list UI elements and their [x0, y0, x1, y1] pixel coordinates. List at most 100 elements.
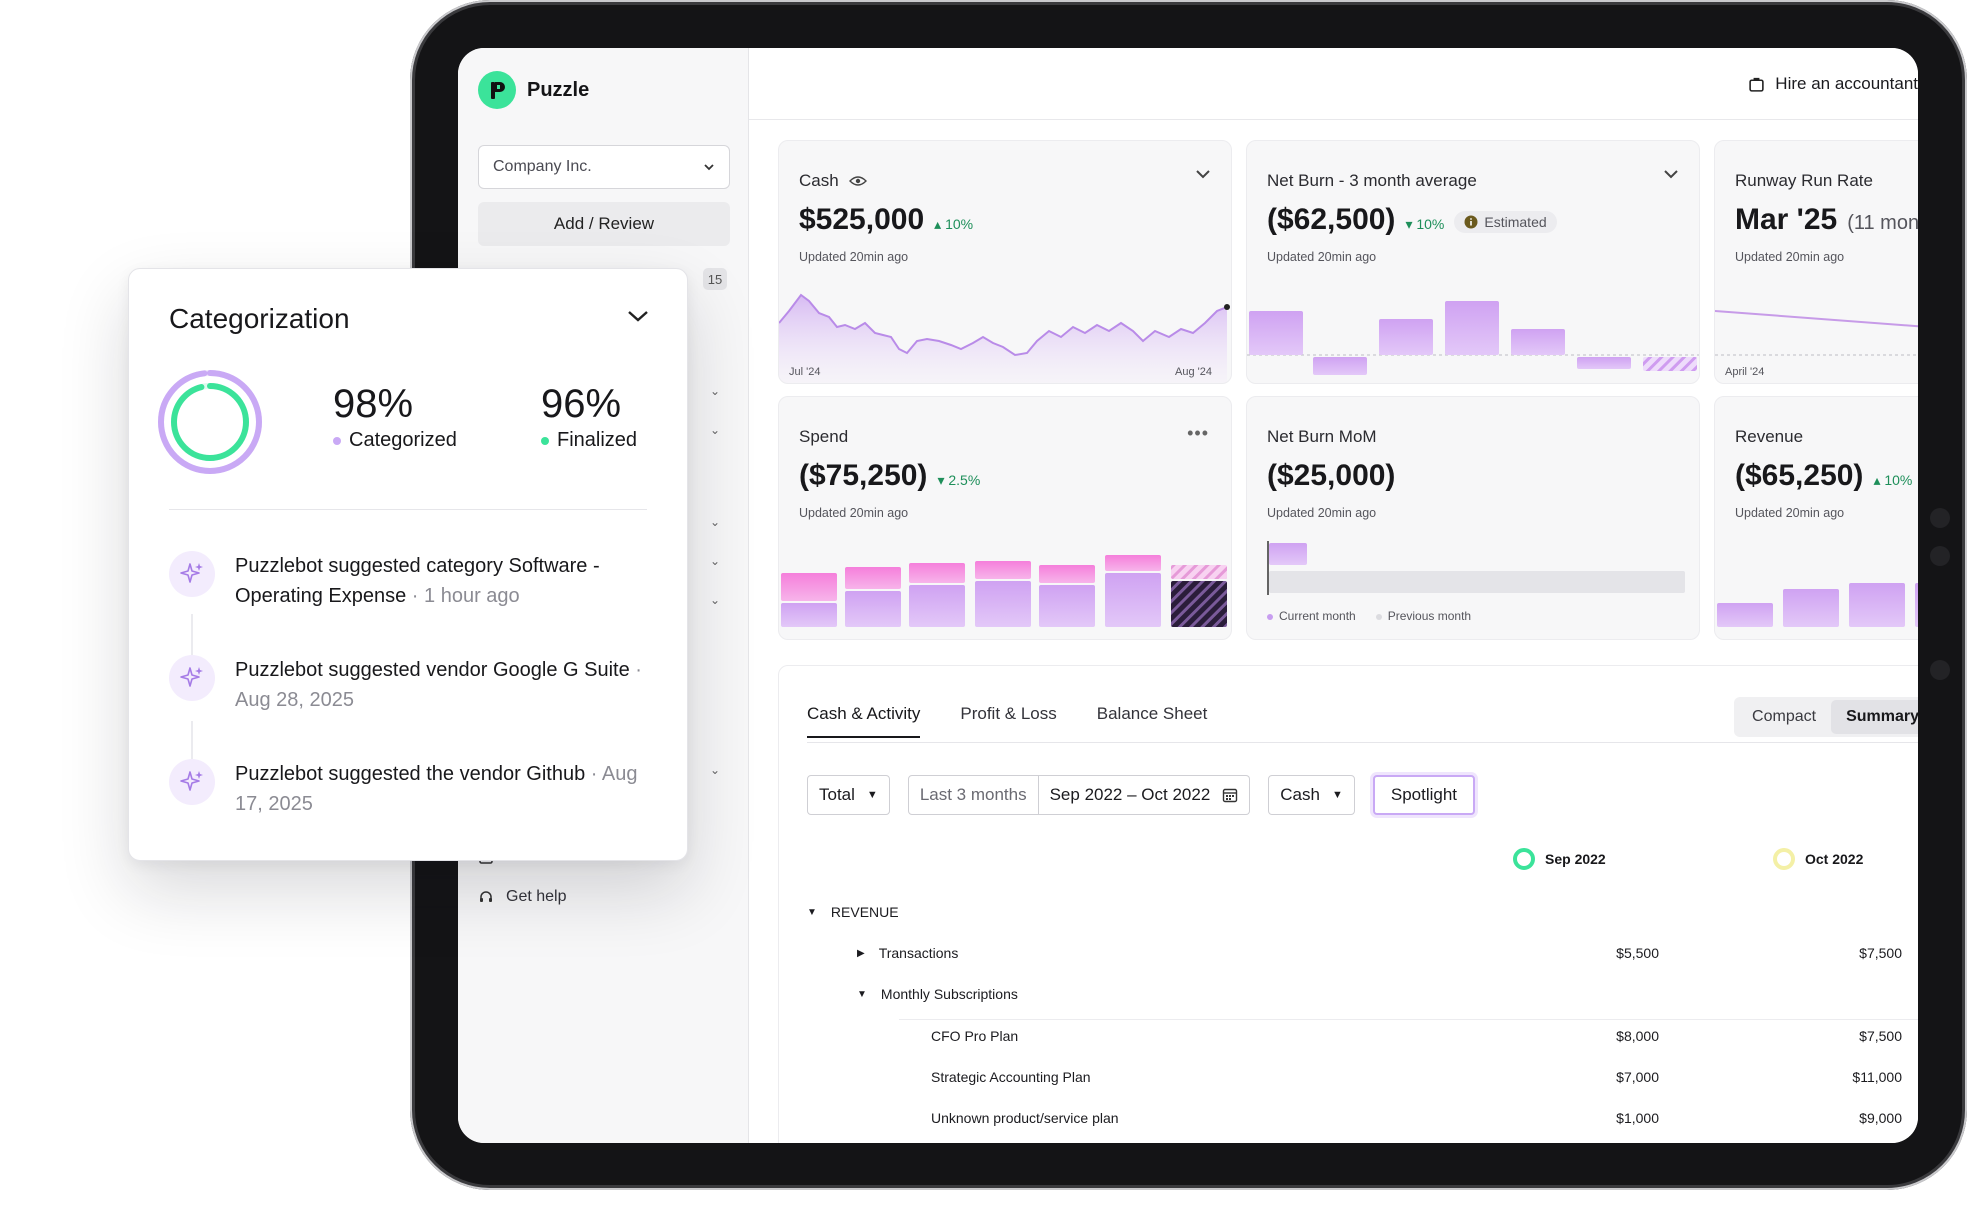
tab-cash-activity[interactable]: Cash & Activity	[807, 704, 921, 738]
revenue-bar-chart	[1717, 583, 1918, 627]
oct-ring-icon	[1773, 848, 1795, 870]
cash-change-value: 10%	[945, 216, 974, 232]
table-row[interactable]: ▼ Monthly Subscriptions	[807, 974, 1918, 1014]
top-bar: Hire an accountant	[749, 48, 1918, 120]
add-review-label: Add / Review	[553, 214, 655, 233]
chevron-down-icon[interactable]	[627, 309, 649, 323]
net-burn-bar	[1379, 319, 1433, 355]
activity-text: Puzzlebot suggested vendor Google G Suit…	[235, 655, 649, 715]
legend-current-label: Current month	[1279, 609, 1356, 623]
revenue-bar	[1717, 603, 1773, 627]
hire-accountant-button[interactable]: Hire an accountant	[1748, 74, 1918, 94]
net-burn-mom-card[interactable]: Net Burn MoM ($25,000) Updated 20min ago…	[1246, 396, 1700, 640]
tab-profit-loss[interactable]: Profit & Loss	[960, 704, 1057, 723]
more-options-icon[interactable]: •••	[1187, 423, 1209, 443]
view-summary-button[interactable]: Summary	[1831, 700, 1918, 734]
row-label-text: CFO Pro Plan	[931, 1028, 1019, 1044]
categorized-label: Categorized	[333, 429, 457, 452]
runway-x-start: April '24	[1725, 366, 1764, 378]
chevron-down-icon[interactable]	[1195, 169, 1211, 179]
spend-change-value: 2.5%	[948, 472, 981, 488]
cash-x-start: Jul '24	[789, 366, 820, 378]
table-row[interactable]: Unknown product/service plan $1,000 $9,0…	[807, 1098, 1918, 1138]
spotlight-button[interactable]: Spotlight	[1372, 775, 1476, 815]
spend-bar-bottom	[1039, 585, 1095, 627]
chevron-down-icon[interactable]: ⌄	[710, 593, 721, 607]
view-compact-button[interactable]: Compact	[1752, 708, 1817, 725]
chevron-down-icon[interactable]: ⌄	[710, 554, 721, 568]
cash-line-chart: Jul '24 Aug '24	[779, 293, 1230, 383]
column-header-sep[interactable]: Sep 2022	[1513, 848, 1606, 870]
runway-card[interactable]: Runway Run Rate Mar '25 (11 months) Upda…	[1714, 140, 1918, 384]
cash-title: Cash	[799, 171, 839, 190]
section-row-revenue[interactable]: ▼ REVENUE	[807, 892, 1918, 932]
net-burn-mom-bar-chart	[1267, 541, 1685, 595]
cash-value: $525,000 ▴ 10%	[799, 203, 973, 237]
spend-card[interactable]: Spend ••• ($75,250) ▾ 2.5% Updated 20min…	[778, 396, 1232, 640]
chevron-down-icon[interactable]: ⌄	[710, 763, 721, 777]
activity-item[interactable]: Puzzlebot suggested the vendor Github · …	[169, 759, 649, 819]
runway-updated: Updated 20min ago	[1735, 250, 1845, 264]
tab-balance-sheet[interactable]: Balance Sheet	[1096, 704, 1208, 723]
caret-right-icon: ▶	[857, 947, 865, 959]
net-burn-bar	[1577, 357, 1631, 369]
net-burn-mom-updated: Updated 20min ago	[1267, 506, 1377, 520]
cash-x-end: Aug '24	[1175, 366, 1212, 378]
activity-text: Puzzlebot suggested the vendor Github · …	[235, 759, 649, 819]
table-row[interactable]: CFO Pro Plan $8,000 $7,500	[807, 1016, 1918, 1056]
total-select[interactable]: Total ▼	[807, 775, 890, 815]
card-title: Net Burn MoM	[1267, 427, 1377, 446]
logo[interactable]: Puzzle	[478, 71, 589, 109]
revenue-updated: Updated 20min ago	[1735, 506, 1845, 520]
row-label-text: Transactions	[878, 945, 959, 961]
column-header-label: Oct 2022	[1805, 851, 1864, 867]
net-burn-mom-legend: Current month Previous month	[1267, 609, 1471, 623]
date-range-value: Sep 2022 – Oct 2022	[1049, 785, 1211, 804]
net-burn-mom-amount: ($25,000)	[1267, 459, 1396, 492]
column-header-oct[interactable]: Oct 2022	[1773, 848, 1863, 870]
finalized-ring	[171, 383, 249, 461]
row-label: CFO Pro Plan	[931, 1028, 1018, 1044]
chevron-down-icon[interactable]	[1663, 169, 1679, 179]
net-burn-card[interactable]: Net Burn - 3 month average ($62,500) ▾ 1…	[1246, 140, 1700, 384]
row-value-oct: $7,500	[1859, 945, 1902, 961]
chevron-down-icon[interactable]: ⌄	[710, 384, 721, 398]
date-range-picker[interactable]: Sep 2022 – Oct 2022	[1038, 775, 1251, 815]
sparkle-icon	[169, 551, 215, 597]
company-select[interactable]: Company Inc.	[478, 145, 730, 189]
sparkle-icon	[169, 655, 215, 701]
range-preset-select[interactable]: Last 3 months	[907, 775, 1039, 815]
revenue-card[interactable]: Revenue ($65,250) ▴ 10% Updated 20min ag…	[1714, 396, 1918, 640]
table-row[interactable]: ▶ Transactions $5,500 $7,500	[807, 933, 1918, 973]
sidebar-item-get-help[interactable]: Get help	[478, 888, 566, 906]
headset-icon	[480, 891, 492, 902]
activity-item[interactable]: Puzzlebot suggested vendor Google G Suit…	[169, 655, 649, 715]
categorization-title: Categorization	[169, 303, 350, 334]
chevron-down-icon[interactable]: ⌄	[710, 423, 721, 437]
net-burn-bar-chart	[1247, 301, 1699, 375]
basis-select[interactable]: Cash ▼	[1268, 775, 1355, 815]
spend-bar-bottom	[1105, 573, 1161, 627]
chevron-down-icon[interactable]: ⌄	[710, 515, 721, 529]
runway-sub: (11 months)	[1847, 212, 1918, 234]
activity-text: Puzzlebot suggested category Software - …	[235, 551, 649, 611]
categorization-card[interactable]: Categorization 98% Categorized 96% Final…	[128, 268, 688, 861]
net-burn-bar	[1445, 301, 1499, 355]
caret-down-icon: ▼	[1331, 789, 1343, 801]
runway-value: Mar '25 (11 months)	[1735, 203, 1918, 237]
eye-icon[interactable]	[848, 175, 867, 187]
add-review-button[interactable]: Add / Review	[478, 202, 730, 246]
net-burn-mom-previous-bar	[1269, 571, 1685, 593]
row-value-oct: $7,500	[1859, 1028, 1902, 1044]
net-burn-bar	[1313, 357, 1367, 375]
info-icon	[1464, 215, 1478, 229]
table-row[interactable]: Strategic Accounting Plan $7,000 $11,000	[807, 1057, 1918, 1097]
spend-bar-top	[1105, 555, 1161, 571]
report-tabs: Cash & Activity Profit & Loss Balance Sh…	[807, 704, 1207, 738]
calendar-icon	[1223, 788, 1238, 803]
spend-bar-top	[975, 561, 1031, 579]
total-select-value: Total	[819, 785, 855, 804]
activity-item[interactable]: Puzzlebot suggested category Software - …	[169, 551, 649, 611]
section-label: ▼ REVENUE	[807, 904, 899, 920]
cash-card[interactable]: Cash $525,000 ▴ 10% Updated 20min ago Ju…	[778, 140, 1232, 384]
